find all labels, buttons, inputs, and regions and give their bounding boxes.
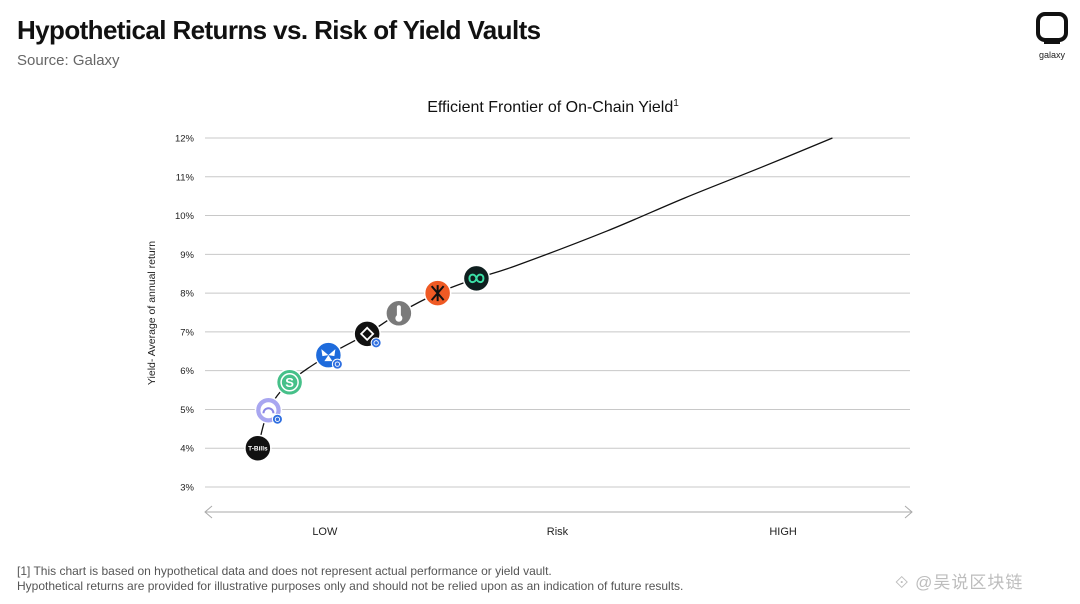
diamond-token-icon [353,320,382,349]
footnote: [1] This chart is based on hypothetical … [17,564,683,594]
marker-glyph [359,326,375,342]
footnote-line-1: [1] This chart is based on hypothetical … [17,564,552,578]
tbills-token-icon: T-Bills [244,434,272,462]
thermometer-token-icon [385,299,413,328]
marker-glyph [321,349,336,362]
chart-title-superscript: 1 [673,98,679,109]
y-tick-label: 9% [180,250,194,261]
y-tick-label: 7% [180,327,194,338]
marker-label: T-Bills [248,446,268,453]
x-axis-label: Risk [547,526,569,538]
marker-glyph [260,402,277,419]
y-tick-label: 8% [180,289,194,300]
footnote-line-2: Hypothetical returns are provided for il… [17,579,684,593]
page-title: Hypothetical Returns vs. Risk of Yield V… [17,15,541,45]
y-tick-label: 11% [176,172,195,183]
watermark: ⟐ @吴说区块链 [895,573,1024,592]
source-label: Source: Galaxy [17,52,120,69]
logo-label: galaxy [1038,50,1065,60]
marker-glyph [280,373,299,392]
chain-badge-icon [331,358,343,370]
butterfly-token-icon [314,341,343,370]
y-tick-label: 3% [180,483,194,494]
chain-badge-icon [370,337,382,349]
marker-circle [244,434,272,462]
marker-glyph [395,314,403,322]
marker-glyph [396,305,401,318]
chain-badge-icon [271,413,283,425]
x-axis-arrow-right-icon [904,505,913,519]
y-axis-label: Yield- Average of annual return [146,241,158,385]
marker-glyph [262,407,275,414]
link-token-icon [462,264,491,293]
fan-token-icon [423,279,452,307]
chart-title: Efficient Frontier of On-Chain Yield1 [427,98,679,116]
y-tick-label: 10% [175,211,195,222]
x-tick-label: LOW [312,526,338,538]
y-tick-label: 6% [180,366,194,377]
marker-glyph [468,273,485,284]
chain-badge-glyph [334,361,341,367]
x-axis-arrow-left-icon [204,505,213,519]
y-tick-label: 5% [180,405,194,416]
chart-title-text: Efficient Frontier of On-Chain Yield [427,99,673,116]
galaxy-logo: galaxy [1033,12,1071,64]
marker-glyph [430,285,445,302]
y-tick-label: 4% [180,444,194,455]
dollar-s-token-icon: S [275,368,304,397]
galaxy-logo-icon [1036,12,1068,44]
y-tick-label: 12% [175,134,195,145]
chain-badge-glyph [274,416,281,422]
chain-badge-glyph [373,340,379,346]
marker-glyph: S [285,375,294,390]
protocol-token-icon [254,396,283,425]
x-tick-label: HIGH [769,526,797,538]
